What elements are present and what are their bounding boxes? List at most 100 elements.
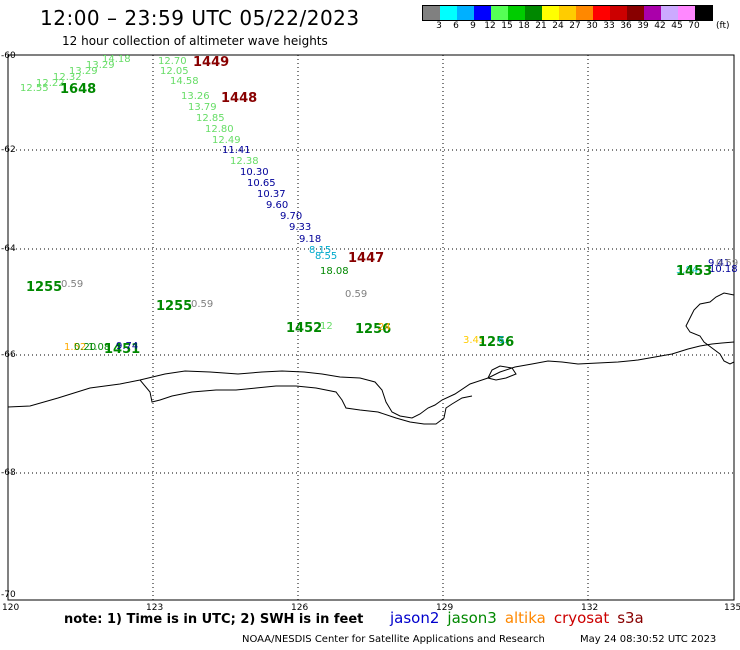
coastline-headland — [685, 292, 735, 365]
map-subtitle: 12 hour collection of altimeter wave hei… — [62, 34, 328, 48]
wave-height-label: 12.85 — [196, 113, 225, 124]
legend-cryosat: cryosat — [553, 609, 610, 627]
map-title: 12:00 – 23:59 UTC 05/22/2023 — [40, 6, 360, 30]
wave-height-label: 10.18 — [709, 264, 738, 275]
lon-label-132: 132 — [581, 603, 599, 613]
pass-time-label: 1452 — [286, 321, 323, 336]
color-scale-label: 36 — [620, 21, 632, 31]
pass-time-label: 1453 — [676, 264, 713, 279]
pass-time-label: 1255 — [26, 280, 63, 295]
wave-height-label: 14.58 — [170, 76, 199, 87]
wave-height-label: 13.29 — [69, 66, 98, 77]
color-swatch — [525, 6, 542, 20]
credit-line: NOAA/NESDIS Center for Satellite Applica… — [242, 634, 545, 645]
pass-time-label: 1255 — [156, 299, 193, 314]
wave-height-label: 6. — [498, 335, 508, 346]
coastline-inlet — [139, 379, 473, 425]
color-scale-label: 15 — [501, 21, 513, 31]
wave-height-label: 13.29 — [86, 60, 115, 71]
satellite-legend: jason2 jason3 altika cryosat s3a — [390, 609, 652, 627]
wave-height-label: 24 — [378, 322, 391, 333]
lat-label-66: -66 — [1, 350, 16, 360]
wave-height-label: 3.45 — [463, 335, 486, 346]
wave-height-label: 9.33 — [289, 222, 312, 233]
wave-height-label: 1.52 — [64, 342, 87, 353]
wave-height-label: 9.70 — [280, 211, 303, 222]
wave-height-label: 0.59 — [191, 299, 214, 310]
color-swatch — [508, 6, 525, 20]
color-scale-label: 45 — [671, 21, 683, 31]
lon-label-123: 123 — [146, 603, 164, 613]
legend-altika: altika — [504, 609, 546, 627]
generated-timestamp: May 24 08:30:52 UTC 2023 — [580, 634, 717, 645]
lon-label-135: 135 — [724, 603, 740, 613]
wave-height-label: 12 — [320, 321, 333, 332]
pass-time-label: 1451 — [104, 342, 141, 357]
wave-height-label: 12.49 — [212, 135, 241, 146]
wave-height-label: 8.15 — [309, 245, 332, 256]
color-swatch — [457, 6, 474, 20]
pass-time-label: 1448 — [221, 91, 258, 106]
color-swatch — [542, 6, 559, 20]
color-scale-label: 70 — [688, 21, 700, 31]
color-scale-bar — [422, 5, 713, 21]
wave-height-label: 10.37 — [257, 189, 286, 200]
lat-label-64: -64 — [1, 244, 16, 254]
color-swatch — [627, 6, 644, 20]
lat-label-70: -70 — [1, 590, 16, 600]
wave-height-label: 11.41 — [222, 145, 251, 156]
color-swatch — [474, 6, 491, 20]
color-swatch — [678, 6, 695, 20]
color-scale-label: 39 — [637, 21, 649, 31]
color-scale-label: 18 — [518, 21, 530, 31]
pass-time-label: 1256 — [478, 335, 515, 350]
wave-height-label: 0.59 — [61, 279, 84, 290]
legend-jason2: jason2 — [390, 609, 440, 627]
wave-height-label: 10.65 — [247, 178, 276, 189]
wave-height-label: 9.74 — [116, 341, 139, 352]
wave-height-label: 9.18 — [299, 234, 322, 245]
wave-height-label: 8.55 — [315, 251, 338, 262]
color-scale-label: 12 — [484, 21, 496, 31]
wave-height-label: 13.79 — [188, 102, 217, 113]
wave-height-label: 3.84 — [676, 265, 699, 276]
color-swatch — [559, 6, 576, 20]
pass-time-label: 1449 — [193, 55, 230, 70]
wave-height-label: 12.70 — [158, 56, 187, 67]
wave-height-label: 12.22 — [36, 78, 65, 89]
color-scale-label: 3 — [436, 21, 442, 31]
map-frame — [7, 54, 735, 601]
color-scale-unit: (ft) — [716, 21, 730, 31]
lon-label-129: 129 — [436, 603, 454, 613]
antarctic-coastline — [7, 341, 735, 419]
pass-time-label: 1648 — [60, 82, 97, 97]
color-swatch — [440, 6, 457, 20]
lat-label-68: -68 — [1, 468, 16, 478]
wave-height-label: 12.55 — [20, 83, 49, 94]
color-scale-label: 27 — [569, 21, 581, 31]
wave-height-label: 13.26 — [181, 91, 210, 102]
coastline-bay — [487, 365, 517, 381]
color-swatch — [644, 6, 661, 20]
wave-height-label: 12.32 — [53, 72, 82, 83]
color-swatch — [576, 6, 593, 20]
lon-label-120: 120 — [2, 603, 20, 613]
color-swatch — [593, 6, 610, 20]
color-scale-label: 42 — [654, 21, 666, 31]
color-scale-label: 6 — [453, 21, 459, 31]
wave-height-label: 0.20 — [74, 342, 97, 353]
color-swatch — [491, 6, 508, 20]
wave-height-label: 12.38 — [230, 156, 259, 167]
wave-height-label: 12.80 — [205, 124, 234, 135]
wave-height-label: 9.60 — [266, 200, 289, 211]
color-swatch — [661, 6, 678, 20]
lon-label-126: 126 — [291, 603, 309, 613]
color-swatch — [610, 6, 627, 20]
wave-height-label: 9.41 — [708, 258, 731, 269]
color-scale-label: 21 — [535, 21, 547, 31]
color-scale-label: 9 — [470, 21, 476, 31]
wave-height-label: 14.18 — [102, 54, 131, 65]
wave-height-label: 10.30 — [240, 167, 269, 178]
legend-jason3: jason3 — [447, 609, 497, 627]
